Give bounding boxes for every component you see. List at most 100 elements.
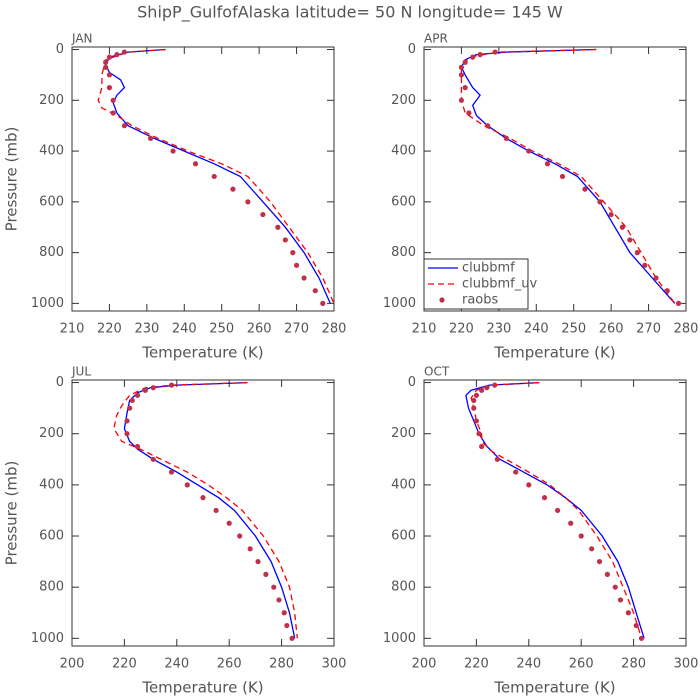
y-tick-label: 600 (39, 194, 64, 209)
data-point (260, 211, 266, 218)
data-point (184, 482, 190, 488)
data-point (513, 469, 519, 475)
y-tick-label: 800 (391, 580, 416, 595)
x-axis-label: Temperature (K) (141, 679, 263, 697)
data-point (608, 211, 614, 218)
data-point (320, 300, 326, 306)
data-point (544, 161, 551, 167)
x-tick-label: 260 (217, 657, 242, 672)
x-tick-label: 200 (60, 657, 85, 672)
data-point (106, 54, 113, 60)
data-point (127, 405, 133, 411)
plot-frame (423, 46, 687, 312)
x-tick-label: 270 (284, 322, 309, 337)
data-point (485, 123, 491, 129)
y-tick-label: 0 (408, 375, 416, 390)
data-point (230, 186, 236, 192)
data-point (170, 148, 176, 154)
data-point (568, 520, 574, 526)
data-point (150, 385, 156, 391)
data-point (263, 571, 269, 577)
legend-label: clubbmf (462, 261, 515, 276)
data-point (150, 456, 156, 462)
data-point (290, 250, 296, 256)
y-tick-label: 800 (391, 245, 416, 260)
x-axis-label: Temperature (K) (493, 679, 615, 697)
plot-frame (71, 379, 335, 647)
y-tick-label: 1000 (31, 631, 64, 646)
panel-label: JUL (71, 365, 91, 379)
y-tick-label: 1000 (383, 631, 416, 646)
data-point (237, 533, 243, 539)
data-point (142, 387, 148, 393)
data-point (619, 224, 625, 230)
data-point (103, 64, 109, 70)
x-tick-label: 210 (412, 322, 437, 337)
y-tick-label: 400 (39, 477, 64, 492)
profile-line (113, 381, 298, 639)
y-tick-label: 200 (39, 426, 64, 441)
x-tick-label: 240 (172, 322, 197, 337)
y-tick-label: 0 (408, 42, 416, 57)
data-point (653, 275, 659, 281)
data-point (168, 469, 175, 475)
data-point (200, 495, 206, 501)
data-point (477, 52, 483, 58)
x-tick-label: 230 (134, 322, 159, 337)
x-tick-label: 240 (524, 322, 549, 337)
data-point (479, 443, 485, 450)
x-tick-label: 280 (621, 657, 646, 672)
data-point (245, 199, 251, 205)
data-point (559, 173, 566, 180)
data-point (462, 59, 468, 65)
figure-title: ShipP_GulfofAlaska latitude= 50 N longit… (137, 3, 563, 23)
data-point (110, 110, 116, 116)
panel-label: OCT (424, 365, 450, 379)
profile-line (465, 381, 645, 639)
y-tick-label: 800 (39, 245, 64, 260)
data-point (466, 110, 472, 116)
data-point (492, 49, 498, 55)
x-tick-label: 200 (412, 657, 437, 672)
x-axis-label: Temperature (K) (141, 344, 263, 362)
panel: APR Temperature (K) 210 220 230 240 250 260 270 2… (383, 32, 699, 362)
panel: OCT Temperature (K) 200 220 240 260 280 300 0 200… (383, 365, 699, 697)
data-point (124, 418, 130, 424)
data-point (638, 635, 645, 641)
data-point (312, 288, 318, 294)
y-axis-label: Pressure (mb) (3, 127, 21, 232)
x-tick-label: 280 (322, 322, 347, 337)
data-point (226, 520, 232, 526)
y-tick-label: 400 (39, 144, 64, 159)
x-tick-label: 220 (112, 657, 137, 672)
data-point (110, 97, 116, 103)
data-point (213, 507, 219, 514)
data-point (596, 558, 603, 565)
panel-label: APR (424, 32, 448, 46)
data-point (526, 482, 532, 488)
x-tick-label: 260 (599, 322, 624, 337)
data-point (458, 72, 465, 78)
data-point (492, 382, 498, 388)
y-axis-label: Pressure (mb) (3, 461, 21, 566)
data-point (484, 385, 490, 391)
data-point (289, 635, 295, 641)
data-point (134, 443, 141, 450)
data-point (627, 237, 633, 243)
data-point (275, 224, 281, 230)
x-tick-label: 240 (516, 657, 541, 672)
legend-label: clubbmf_uv (462, 277, 537, 292)
legend-label: raobs (462, 293, 499, 308)
data-point (617, 597, 624, 603)
data-point (555, 507, 561, 514)
data-point (276, 597, 282, 603)
profile-line (123, 381, 296, 639)
data-point (106, 85, 113, 91)
panel-label: JAN (71, 32, 93, 46)
profile-line (470, 381, 643, 639)
data-point (664, 288, 670, 294)
data-point (458, 64, 465, 70)
y-tick-label: 400 (391, 144, 416, 159)
data-point (114, 52, 120, 58)
plot-frame (423, 379, 687, 647)
